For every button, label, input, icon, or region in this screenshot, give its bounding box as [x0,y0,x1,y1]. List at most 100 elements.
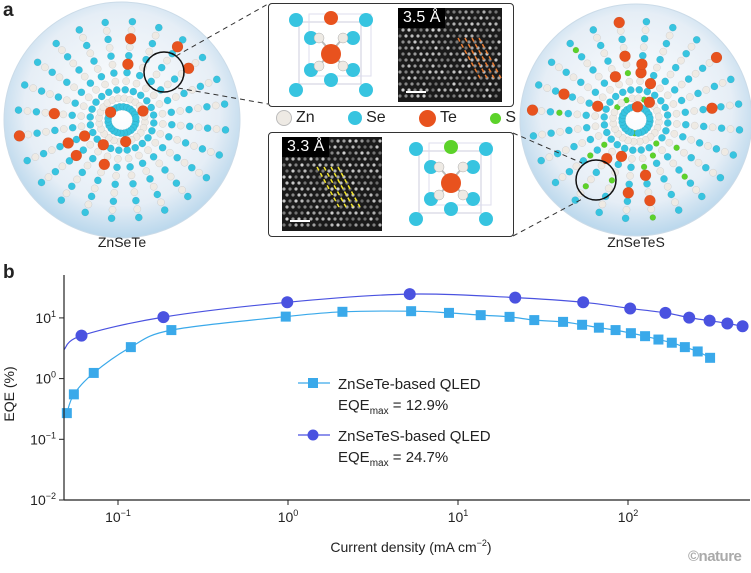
atom [526,104,539,116]
data-point-square [610,325,621,336]
atom [638,154,647,163]
y-tick-label: 100 [35,370,56,387]
atom [606,85,614,94]
atom [164,132,173,141]
atom [155,100,164,108]
atom [600,113,609,121]
atom [671,198,679,207]
zn-atom [433,189,445,201]
atom [204,79,213,87]
atom [86,113,95,121]
atom [618,35,626,44]
atom [564,109,573,118]
atom [194,123,203,132]
atom [86,140,95,149]
atom [132,196,140,205]
atom [663,119,672,127]
atom [669,100,678,108]
atom [41,63,49,72]
atom [33,58,42,67]
atom [594,72,603,81]
atom [97,72,106,81]
atom [149,91,158,100]
atom [692,186,700,194]
te-atom [321,44,341,64]
atom [591,100,604,112]
atom [607,65,616,73]
atom [673,144,680,151]
atom [23,156,32,165]
atom [566,39,575,48]
atom [729,151,738,159]
atom [63,52,72,61]
zn-atom [337,32,349,44]
atom [155,159,164,168]
x-tick-label: 100 [278,508,299,525]
data-point-square [443,307,454,318]
atom [670,86,679,94]
atom [29,84,38,92]
atom [158,109,167,118]
chart-legend: ZnSeTe-based QLED EQEmax = 12.9% ZnSeTeS… [298,376,491,469]
legend-item-s: S [490,109,516,127]
atom [645,143,654,152]
atom [682,49,691,58]
atom [565,126,573,135]
atom [123,68,131,77]
atom [79,146,88,154]
atom [608,177,616,184]
data-point-square [475,310,486,321]
se-atom [359,13,373,27]
atom [690,107,699,115]
atom [212,125,221,133]
atom [644,188,653,197]
atom [79,33,87,42]
atom [615,80,623,89]
atom [622,187,635,199]
atom [582,123,591,132]
data-point-square [125,342,136,353]
atom [670,129,679,138]
atom [601,141,608,148]
atom [152,70,161,79]
tem-image-bottom: 3.3 Å [282,137,382,231]
atom [726,125,735,133]
atom [163,56,171,65]
atom [543,84,552,92]
atom [640,34,649,43]
atom [88,128,97,137]
zinc-blende-unit-cell-znseteS [409,140,493,226]
atom [546,107,555,116]
atom [717,102,725,111]
left-nanocrystal-sphere [3,1,241,239]
zinc-blende-unit-cell-znsete [289,11,373,97]
atom [148,39,157,48]
legend-label: Se [366,109,386,126]
atom [48,107,61,120]
atom [83,161,92,170]
atom [93,135,102,144]
atom [90,184,99,193]
atom [109,197,118,206]
zn-atom [433,161,445,173]
atom [568,93,577,101]
atom [609,70,622,83]
atom [617,99,626,107]
atom [94,147,102,156]
atom [51,126,59,135]
atom [589,66,597,74]
atom [149,111,158,119]
data-point-square [577,319,588,330]
atom [635,85,644,94]
te-atom-icon [419,109,437,127]
atom [561,146,570,154]
atom [656,96,665,105]
atom [125,43,134,52]
atom [569,73,578,82]
atom [726,75,735,84]
atom [663,111,672,119]
atom [665,31,674,40]
atom [622,60,631,69]
atom [88,105,96,114]
atom [604,184,613,193]
